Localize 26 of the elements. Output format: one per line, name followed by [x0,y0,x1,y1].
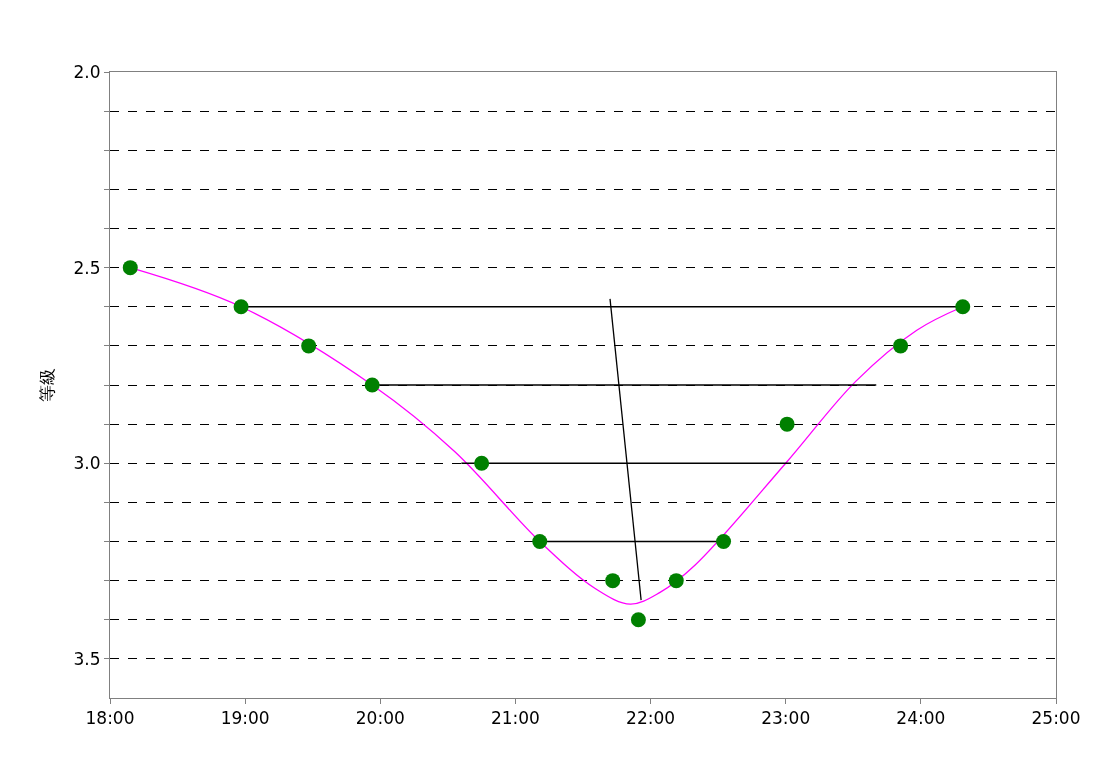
x-tick-label: 24:00 [896,708,946,729]
point [630,612,646,628]
point [364,377,380,393]
x-tick-label: 18:00 [85,708,135,729]
point [474,455,490,471]
point [668,573,684,589]
y-tick-label: 2.0 [73,61,101,82]
point [122,260,138,276]
y-tick-label: 3.0 [73,453,101,474]
x-tick-label: 25:00 [1031,708,1081,729]
x-tick-label: 21:00 [490,708,540,729]
point [233,299,249,315]
point [716,534,732,549]
point [301,338,317,354]
y-tick-label: 2.5 [73,257,101,278]
x-tick-label: 23:00 [761,708,811,729]
y-tick-label: 3.5 [73,648,101,669]
y-axis-title: 等級 [37,368,58,402]
point [532,534,548,549]
point [893,338,909,354]
x-tick-label: 19:00 [220,708,270,729]
point [779,416,795,432]
x-tick-label: 22:00 [626,708,676,729]
point [605,573,621,589]
x-tick-label: 20:00 [355,708,405,729]
point [955,299,971,315]
